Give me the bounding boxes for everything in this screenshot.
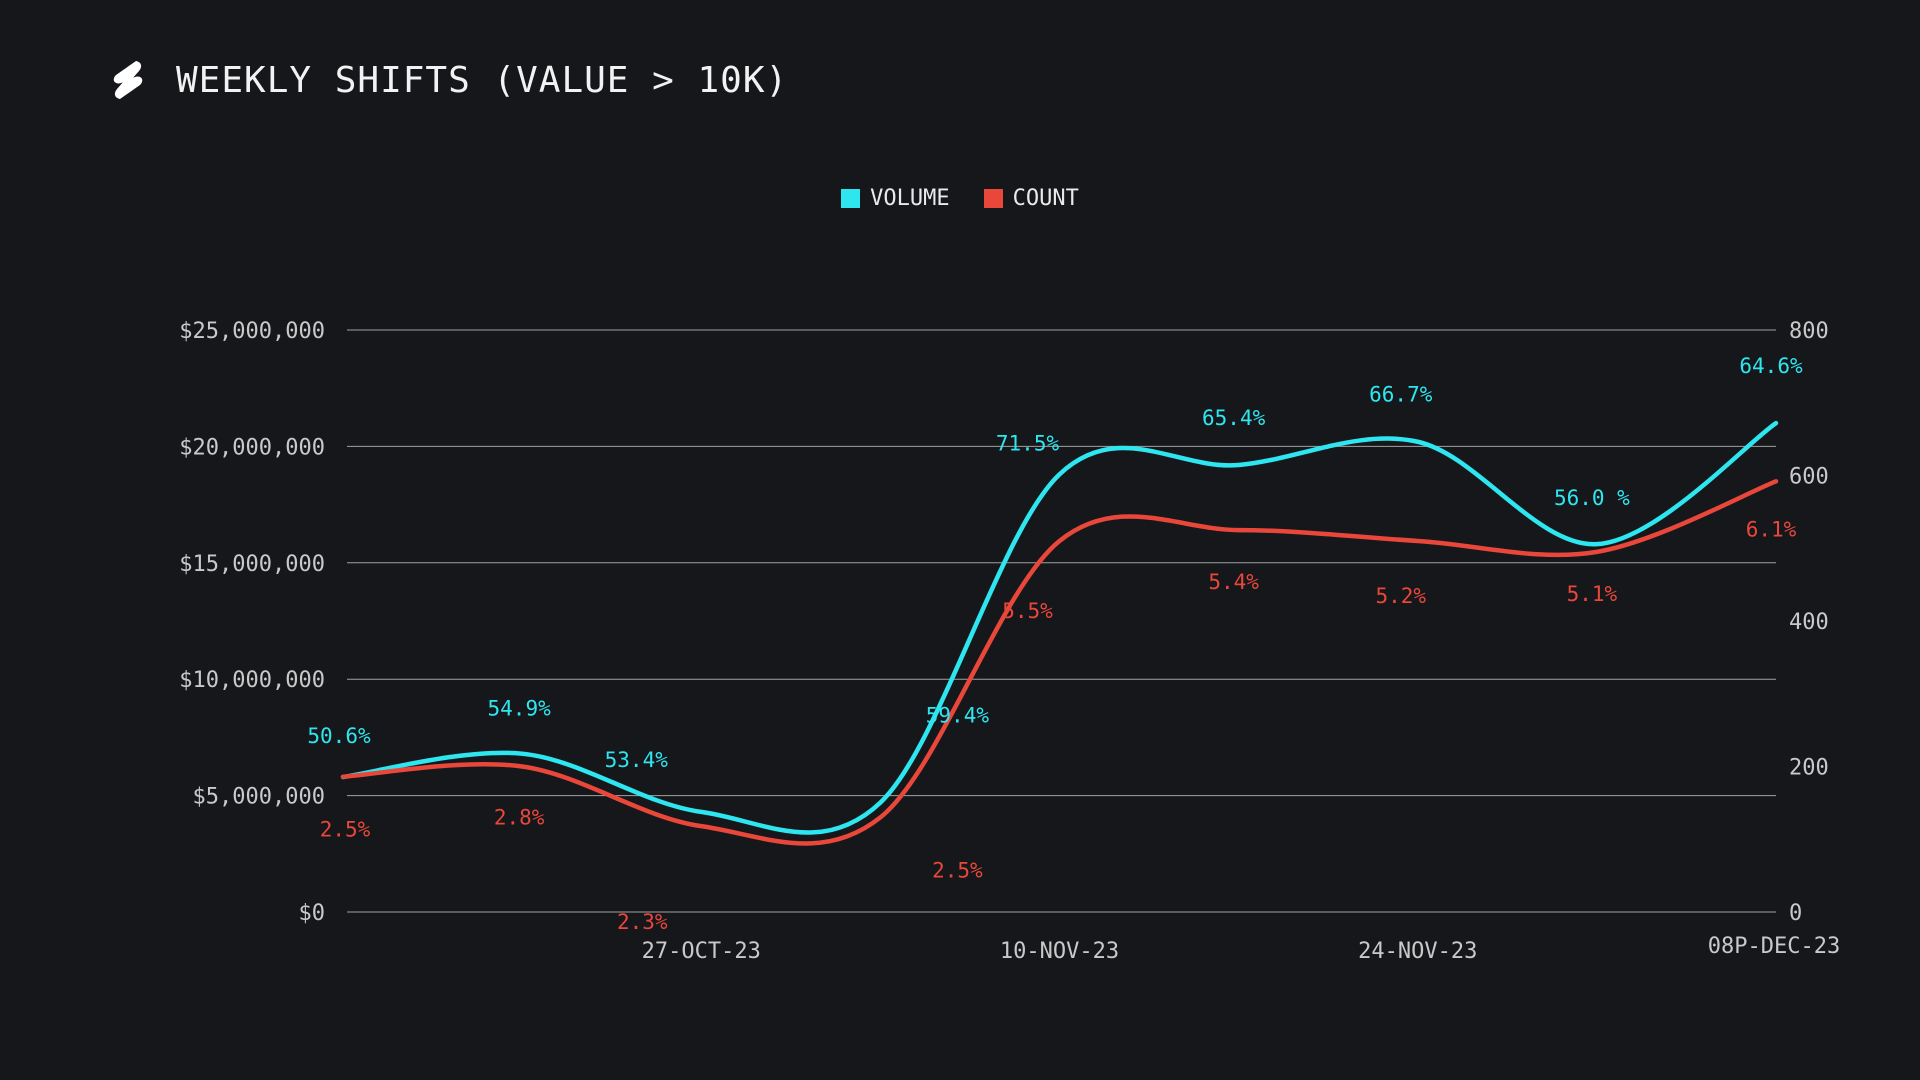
point-labels: 50.6% 54.9% 53.4% 59.4% 71.5% 65.4% 66.7% 56.0 …	[307, 354, 1803, 934]
right-tick-label: 200	[1789, 756, 1829, 781]
point-label-count: 2.8%	[494, 806, 545, 830]
x-tick-label: 24-NOV-23	[1358, 939, 1477, 964]
chart-legend: VOLUME COUNT	[0, 186, 1920, 211]
x-axis: 27-OCT-23 10-NOV-23 24-NOV-23 08P-DEC-23	[642, 934, 1841, 964]
x-tick-label: 08P-DEC-23	[1708, 934, 1840, 959]
point-label-volume: 71.5%	[996, 431, 1060, 455]
point-label-volume: 66.7%	[1369, 383, 1433, 407]
legend-label-count: COUNT	[1012, 186, 1079, 211]
legend-item-count[interactable]: COUNT	[983, 186, 1079, 211]
point-label-count: 2.5%	[932, 858, 983, 882]
point-label-volume: 65.4%	[1202, 406, 1266, 430]
series-line-volume	[340, 420, 1779, 835]
chart-title: WEEKLY SHIFTS (VALUE > 10K)	[176, 59, 789, 101]
right-tick-label: 800	[1789, 319, 1829, 344]
point-label-count: 2.3%	[617, 910, 668, 934]
left-y-axis: $0 $5,000,000 $10,000,000 $15,000,000 $20,00…	[179, 319, 325, 926]
point-label-volume: 59.4%	[926, 704, 990, 728]
legend-swatch-count	[983, 189, 1003, 208]
series-lines	[340, 420, 1779, 846]
right-y-axis: 0 200 400 600 800	[1789, 319, 1829, 926]
point-label-volume: 50.6%	[307, 724, 371, 748]
right-tick-label: 600	[1789, 465, 1829, 490]
legend-swatch-volume	[841, 189, 861, 208]
point-label-count: 5.5%	[1002, 599, 1053, 623]
left-tick-label: $5,000,000	[193, 785, 325, 810]
left-tick-label: $10,000,000	[179, 668, 325, 693]
left-tick-label: $25,000,000	[179, 319, 325, 344]
right-tick-label: 0	[1789, 901, 1802, 926]
series-line-count	[340, 479, 1779, 846]
point-label-volume: 54.9%	[488, 697, 552, 721]
grid-lines	[347, 329, 1776, 913]
left-tick-label: $0	[299, 901, 326, 926]
right-tick-label: 400	[1789, 610, 1829, 635]
point-label-count: 5.1%	[1567, 582, 1618, 606]
shapeshift-logo-icon	[113, 61, 143, 99]
point-label-count: 5.2%	[1375, 584, 1426, 608]
legend-label-volume: VOLUME	[870, 186, 950, 211]
point-label-volume: 56.0 %	[1554, 486, 1630, 510]
chart-header: WEEKLY SHIFTS (VALUE > 10K)	[110, 56, 788, 104]
point-label-count: 5.4%	[1208, 570, 1259, 594]
point-label-volume: 53.4%	[605, 748, 669, 772]
left-tick-label: $20,000,000	[179, 435, 325, 460]
left-tick-label: $15,000,000	[179, 552, 325, 577]
x-tick-label: 10-NOV-23	[1000, 939, 1119, 964]
point-label-count: 2.5%	[320, 818, 371, 842]
point-label-count: 6.1%	[1746, 517, 1797, 541]
x-tick-label: 27-OCT-23	[642, 939, 761, 964]
point-label-volume: 64.6%	[1739, 354, 1803, 378]
legend-item-volume[interactable]: VOLUME	[841, 186, 950, 211]
